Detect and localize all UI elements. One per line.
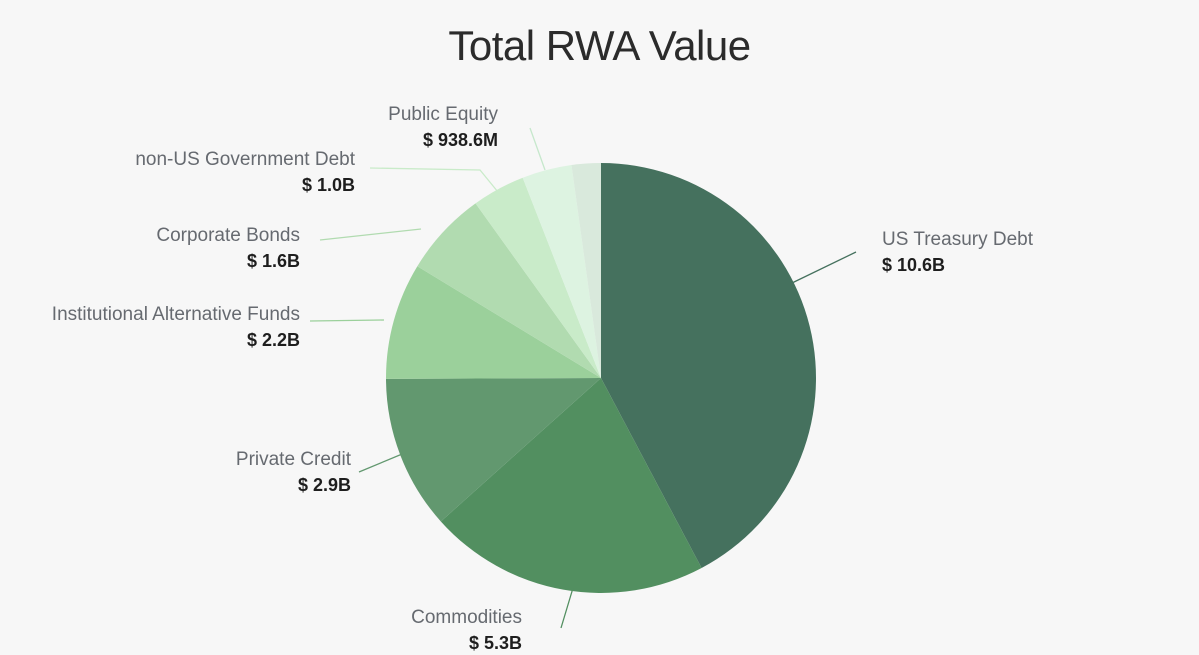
leader-line [791,251,857,284]
slice-label: Institutional Alternative Funds [52,304,300,325]
pie-slice-other [571,163,601,378]
pie-slice-public-equity [522,165,601,378]
slice-label: Commodities [411,607,522,628]
slice-label: Private Credit [236,449,352,470]
pie-slice-corporate-bonds [417,203,601,378]
slice-label: Public Equity [388,104,498,125]
slice-value-label: $ 10.6B [882,255,945,275]
leader-line [529,127,546,171]
slice-value-label: $ 938.6M [423,130,498,150]
pie-slice-institutional-alternative-funds [386,266,601,379]
slice-value-label: $ 1.6B [247,251,300,271]
pie-slice-private-credit [386,378,601,522]
leader-lines [309,127,857,629]
leader-line [560,587,574,629]
leader-line [358,451,408,473]
pie-slice-commodities [440,378,702,593]
leader-line [309,319,385,322]
slice-value-label: $ 5.3B [469,633,522,653]
leader-line [369,167,499,193]
pie-slices [386,163,816,593]
slice-value-label: $ 2.2B [247,330,300,350]
pie-slice-us-treasury-debt [601,163,816,569]
chart-title: Total RWA Value [448,22,751,69]
slice-value-label: $ 1.0B [302,175,355,195]
slice-label: US Treasury Debt [882,229,1034,250]
slice-value-label: $ 2.9B [298,475,351,495]
leader-line [319,228,422,241]
slice-label: non-US Government Debt [135,149,355,170]
slice-labels: US Treasury Debt $ 10.6B Commodities $ 5.3B… [52,104,1034,653]
pie-slice-non-us-government-debt [475,177,601,378]
slice-label: Corporate Bonds [156,225,300,246]
